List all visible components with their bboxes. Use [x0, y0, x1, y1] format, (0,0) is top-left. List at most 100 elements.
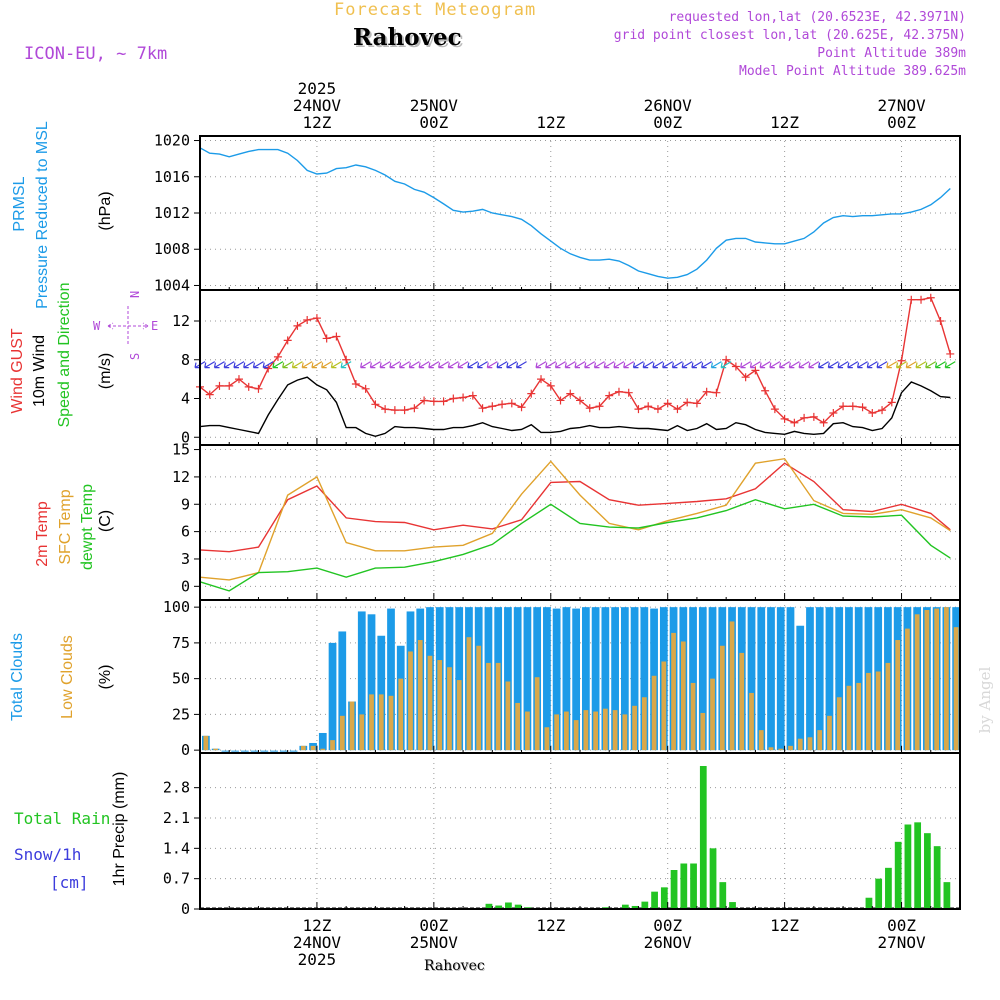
wind-arrow: [408, 361, 420, 369]
low-cloud-bar: [953, 627, 959, 751]
gust-marker: [546, 381, 555, 390]
wind-arrow: [759, 361, 771, 369]
ytick-label: 6: [181, 523, 190, 541]
gust-marker: [468, 391, 477, 400]
total-cloud-bar: [543, 607, 551, 751]
frame-layer: [199, 135, 961, 910]
low-cloud-bar: [398, 678, 404, 751]
low-cloud-bar: [349, 701, 355, 751]
gust-marker: [351, 379, 360, 388]
gust-marker: [537, 375, 546, 384]
gust-marker: [517, 403, 526, 412]
gust-marker: [770, 405, 779, 414]
total-cloud-bar: [630, 607, 639, 751]
credit-watermark: by Angel: [976, 666, 994, 734]
low-cloud-bar: [924, 610, 930, 751]
precip-bar: [514, 904, 522, 909]
wind-arrow: [204, 361, 216, 369]
gust-marker: [790, 418, 799, 427]
ytick-label: 1008: [154, 240, 190, 258]
gust-marker: [293, 321, 302, 330]
low-cloud-bar: [895, 640, 901, 751]
low-cloud-bar: [612, 710, 618, 751]
top-time-label: 26NOV: [644, 96, 693, 115]
wind-arrow: [925, 361, 937, 369]
wind-arrow: [321, 361, 332, 369]
wind-arrow: [506, 361, 518, 369]
wind-arrow: [486, 361, 498, 369]
series-line-10m-wind: [199, 376, 951, 438]
total-cloud-bar: [796, 625, 805, 751]
wind-arrow: [856, 361, 868, 369]
gust-marker: [634, 405, 643, 414]
wind-arrow: [827, 361, 839, 369]
total-cloud-bar: [611, 607, 619, 751]
wind-arrow: [769, 361, 781, 369]
precip-bar: [495, 905, 503, 909]
ytick-label: 15: [172, 441, 190, 459]
precip-bar: [924, 833, 931, 909]
percent-label: (%): [97, 664, 114, 690]
point-altitude: Point Altitude 389m: [817, 46, 966, 61]
wind-arrow: [642, 361, 654, 369]
temp2m-label: 2m Temp: [34, 501, 51, 567]
low-cloud-bar: [203, 735, 209, 751]
total-cloud-bar: [767, 607, 775, 751]
low-cloud-bar: [486, 662, 491, 751]
top-time-label: 00Z: [653, 113, 682, 132]
gust-marker: [322, 334, 331, 343]
total-cloud-bar: [591, 607, 600, 751]
wind-arrow: [545, 361, 557, 369]
grid-coords: grid point closest lon,lat (20.625E, 42.…: [613, 28, 966, 43]
low-cloud-bar: [544, 727, 550, 751]
bottom-time-label: 12Z: [302, 916, 331, 935]
wind-arrow: [291, 361, 303, 369]
wind-arrow: [272, 361, 284, 369]
gust-marker: [576, 396, 584, 405]
total-clouds-label: Total Clouds: [9, 632, 26, 722]
precip-bar: [505, 902, 512, 909]
low-cloud-bar: [495, 662, 501, 751]
ytick-label: 9: [181, 495, 190, 513]
total-cloud-bar: [854, 607, 863, 751]
precip-bar: [943, 882, 951, 909]
gust-marker: [878, 406, 887, 415]
gust-marker: [273, 352, 282, 361]
ytick-label: 3: [181, 550, 190, 568]
ytick-label: 2.8: [163, 779, 190, 797]
low-cloud-bar: [778, 748, 784, 751]
low-cloud-bar: [749, 692, 754, 751]
gust-marker: [936, 317, 945, 325]
bottom-time-label: 12Z: [536, 916, 565, 935]
wind-arrow: [681, 361, 693, 369]
gust-marker: [420, 396, 429, 405]
low-cloud-bar: [710, 678, 715, 751]
gust-marker: [917, 295, 926, 304]
footer-location: Rahovec: [424, 958, 485, 974]
wind-arrow: [447, 361, 459, 369]
total-cloud-bar: [338, 631, 347, 751]
total-cloud-bar: [698, 607, 707, 751]
series-line-wind-gust: [199, 297, 951, 424]
low-cloud-bar: [836, 697, 842, 751]
wind-arrow: [252, 361, 264, 369]
low-cloud-bar: [300, 745, 306, 751]
total-cloud-bar: [328, 642, 337, 751]
series-line-2m-temp: [199, 462, 951, 553]
wind-arrow: [934, 361, 946, 369]
precip-bar: [690, 863, 697, 909]
wind-arrow: [369, 361, 381, 369]
top-time-label: 27NOV: [877, 96, 926, 115]
precip-bar: [914, 822, 922, 909]
hpa-label: (hPa): [97, 191, 114, 231]
bottom-time-label: 12Z: [770, 916, 799, 935]
precip-bar: [680, 863, 688, 909]
gust-marker: [459, 393, 468, 402]
precip-bar: [709, 848, 717, 909]
ytick-label: 12: [172, 468, 190, 486]
ytick-label: 2.1: [163, 809, 190, 827]
wind-speed-dir-label: Speed and Direction: [56, 282, 73, 428]
low-cloud-bar: [359, 714, 365, 751]
precip-bar: [641, 901, 649, 909]
